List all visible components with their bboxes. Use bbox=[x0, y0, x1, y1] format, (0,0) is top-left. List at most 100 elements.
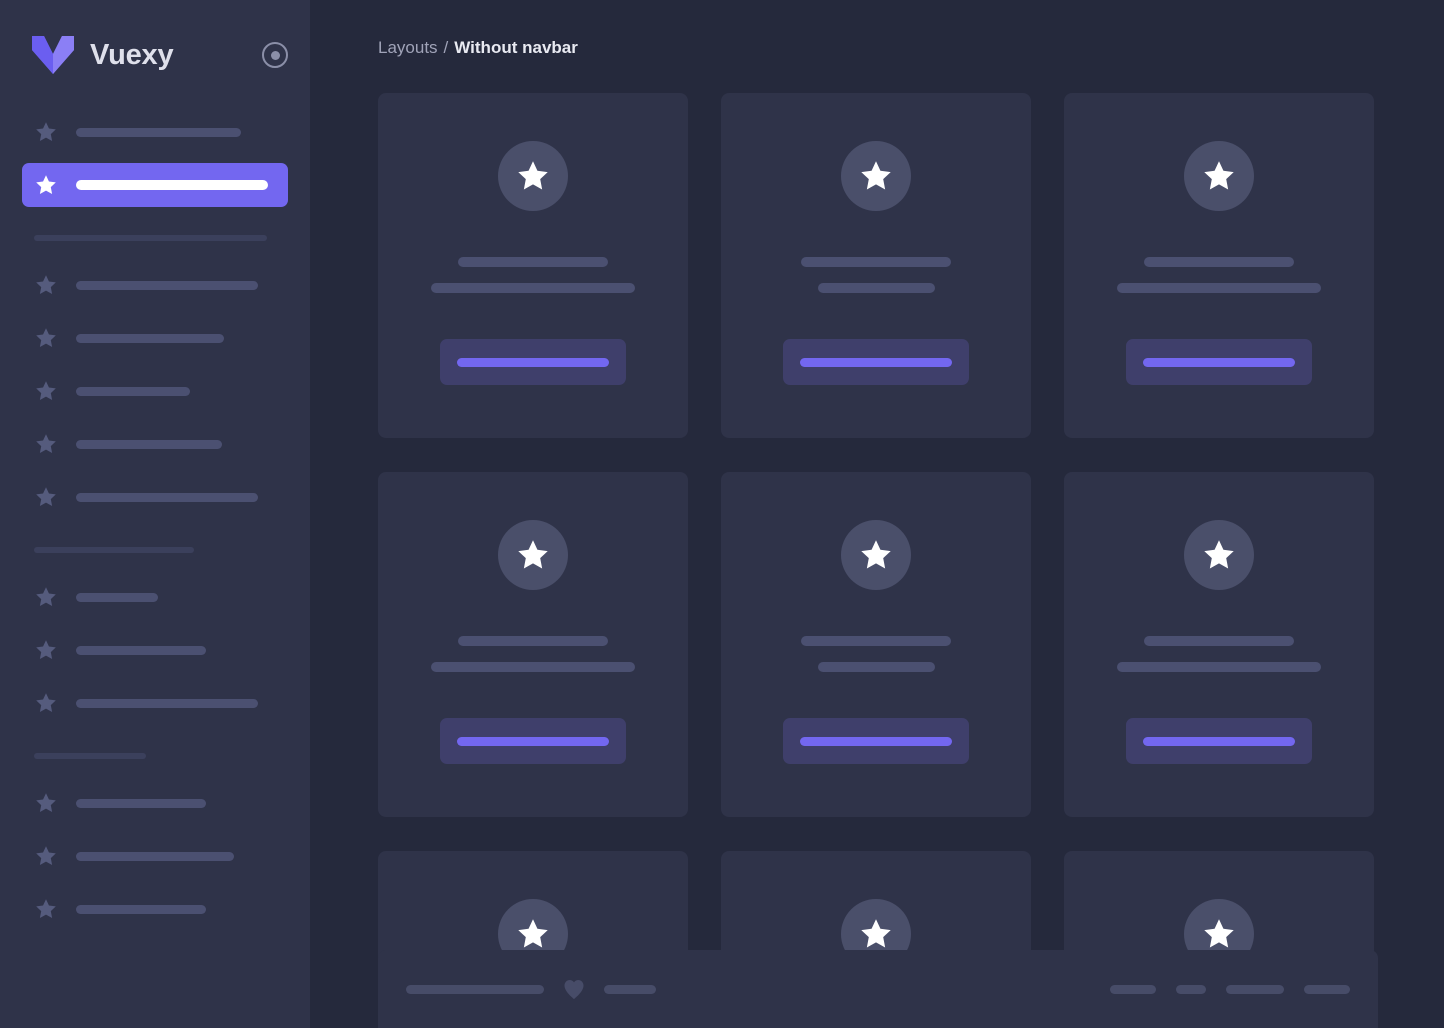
sidebar-item-label-placeholder bbox=[76, 127, 241, 137]
card-text-line-2 bbox=[817, 662, 935, 672]
star-icon bbox=[1201, 916, 1237, 952]
content-card[interactable] bbox=[721, 93, 1031, 438]
sidebar-item[interactable] bbox=[22, 575, 288, 619]
card-text-line-2 bbox=[817, 283, 935, 293]
card-action-button[interactable] bbox=[783, 339, 969, 385]
sidebar-item-label-placeholder bbox=[76, 280, 258, 290]
star-icon bbox=[34, 485, 58, 509]
card-text-line-1 bbox=[458, 636, 608, 646]
sidebar: Vuexy bbox=[0, 0, 310, 1028]
card-grid bbox=[378, 93, 1378, 1028]
footer-link-placeholder[interactable] bbox=[1110, 984, 1156, 994]
star-icon bbox=[515, 537, 551, 573]
card-text-placeholders bbox=[721, 636, 1031, 672]
sidebar-item-label-placeholder bbox=[76, 492, 258, 502]
card-text-line-1 bbox=[1144, 257, 1294, 267]
star-icon bbox=[858, 158, 894, 194]
content-card[interactable] bbox=[721, 472, 1031, 817]
sidebar-item-label-placeholder bbox=[76, 904, 206, 914]
sidebar-item-label-placeholder bbox=[76, 645, 206, 655]
sidebar-item[interactable] bbox=[22, 422, 288, 466]
footer-link-placeholder[interactable] bbox=[1176, 984, 1206, 994]
main-content: Layouts / Without navbar bbox=[310, 0, 1444, 1028]
footer-link-placeholder[interactable] bbox=[1304, 984, 1350, 994]
sidebar-item-label-placeholder bbox=[76, 386, 190, 396]
sidebar-nav bbox=[0, 110, 310, 931]
star-icon bbox=[515, 158, 551, 194]
sidebar-item-active[interactable] bbox=[22, 163, 288, 207]
card-button-label-placeholder bbox=[457, 357, 609, 367]
card-action-button[interactable] bbox=[1126, 339, 1312, 385]
sidebar-item[interactable] bbox=[22, 316, 288, 360]
card-button-label-placeholder bbox=[457, 736, 609, 746]
footer-text-placeholder-1 bbox=[406, 984, 544, 994]
sidebar-item[interactable] bbox=[22, 887, 288, 931]
sidebar-item[interactable] bbox=[22, 475, 288, 519]
card-text-line-2 bbox=[1117, 283, 1321, 293]
star-icon bbox=[34, 691, 58, 715]
card-text-line-1 bbox=[458, 257, 608, 267]
footer-link-placeholder[interactable] bbox=[1226, 984, 1284, 994]
footer-bar bbox=[378, 950, 1378, 1028]
star-icon bbox=[34, 585, 58, 609]
sidebar-header: Vuexy bbox=[0, 0, 310, 110]
breadcrumb-parent[interactable]: Layouts bbox=[378, 38, 438, 57]
content-card[interactable] bbox=[1064, 93, 1374, 438]
avatar bbox=[841, 141, 911, 211]
star-icon bbox=[34, 432, 58, 456]
sidebar-item[interactable] bbox=[22, 781, 288, 825]
sidebar-item-label-placeholder bbox=[76, 333, 224, 343]
footer-left-group bbox=[406, 977, 1110, 1001]
heart-icon bbox=[562, 977, 586, 1001]
card-action-button[interactable] bbox=[1126, 718, 1312, 764]
card-text-line-2 bbox=[431, 662, 635, 672]
star-icon bbox=[34, 273, 58, 297]
card-action-button[interactable] bbox=[440, 718, 626, 764]
card-text-line-2 bbox=[431, 283, 635, 293]
card-text-line-1 bbox=[1144, 636, 1294, 646]
footer-text-placeholder-2 bbox=[604, 984, 656, 994]
breadcrumb: Layouts / Without navbar bbox=[310, 0, 1444, 58]
content-card[interactable] bbox=[1064, 472, 1374, 817]
breadcrumb-separator: / bbox=[443, 38, 449, 57]
sidebar-item[interactable] bbox=[22, 834, 288, 878]
footer-right-group bbox=[1110, 984, 1350, 994]
sidebar-item-label-placeholder bbox=[76, 439, 222, 449]
star-icon bbox=[34, 120, 58, 144]
star-icon bbox=[1201, 158, 1237, 194]
radio-circle-icon[interactable] bbox=[262, 42, 288, 68]
card-text-placeholders bbox=[1064, 636, 1374, 672]
nav-section-divider bbox=[34, 547, 194, 553]
star-icon bbox=[34, 173, 58, 197]
sidebar-item[interactable] bbox=[22, 628, 288, 672]
brand[interactable]: Vuexy bbox=[30, 34, 262, 76]
card-button-label-placeholder bbox=[800, 736, 952, 746]
pin-dot bbox=[270, 50, 280, 60]
breadcrumb-current: Without navbar bbox=[454, 38, 578, 57]
sidebar-item[interactable] bbox=[22, 110, 288, 154]
avatar bbox=[841, 520, 911, 590]
content-card[interactable] bbox=[378, 472, 688, 817]
card-text-placeholders bbox=[1064, 257, 1374, 293]
card-text-line-1 bbox=[801, 257, 951, 267]
card-text-placeholders bbox=[721, 257, 1031, 293]
brand-name: Vuexy bbox=[90, 38, 174, 71]
sidebar-item[interactable] bbox=[22, 681, 288, 725]
card-button-label-placeholder bbox=[800, 357, 952, 367]
card-action-button[interactable] bbox=[783, 718, 969, 764]
nav-section-divider bbox=[34, 753, 146, 759]
star-icon bbox=[1201, 537, 1237, 573]
star-icon bbox=[34, 844, 58, 868]
vuexy-v-logo-icon bbox=[30, 34, 76, 76]
content-card[interactable] bbox=[378, 93, 688, 438]
card-text-placeholders bbox=[378, 636, 688, 672]
sidebar-item-label-placeholder bbox=[76, 180, 268, 190]
star-icon bbox=[34, 791, 58, 815]
sidebar-item[interactable] bbox=[22, 369, 288, 413]
sidebar-item[interactable] bbox=[22, 263, 288, 307]
avatar bbox=[498, 141, 568, 211]
avatar bbox=[1184, 520, 1254, 590]
card-text-line-2 bbox=[1117, 662, 1321, 672]
card-action-button[interactable] bbox=[440, 339, 626, 385]
avatar bbox=[1184, 141, 1254, 211]
